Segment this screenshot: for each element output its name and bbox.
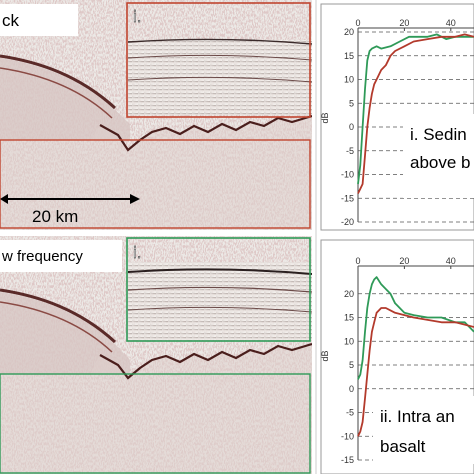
y-tick-label: 5 <box>349 360 354 370</box>
corner-label-top: ck <box>2 11 20 30</box>
y-tick-label: -20 <box>341 217 354 227</box>
seismic-panel-top: ck i. 20 km <box>0 0 312 230</box>
y-tick-label: -10 <box>341 170 354 180</box>
y-tick-label: 5 <box>349 98 354 108</box>
y-tick-label: 15 <box>344 313 354 323</box>
series-line-0 <box>357 33 474 185</box>
y-axis-top: 20 15 10 5 0 -5 -10 -15 -20 <box>341 27 359 227</box>
scale-arrowtail-icon <box>0 194 8 204</box>
section-box-ii-bottom <box>0 373 311 474</box>
section-label-bottom: i. <box>133 243 142 262</box>
annotation-box-bottom <box>373 396 474 464</box>
y-tick-label: -15 <box>341 455 354 465</box>
x-tick-label: 40 <box>446 256 456 266</box>
x-tick-label: 40 <box>446 18 456 28</box>
y-tick-label: 20 <box>344 27 354 37</box>
y-tick-label: 15 <box>344 51 354 61</box>
corner-label-bottom: w frequency <box>1 248 83 265</box>
series-line-0 <box>357 276 474 380</box>
annotation-top-line2: above b <box>410 153 471 172</box>
ylabel-bottom: dB <box>320 350 330 361</box>
y-axis-bottom: 20 15 10 5 0 -5 -10 -15 <box>341 266 359 465</box>
seismic-panel-bottom: w frequency i. <box>0 236 312 474</box>
x-tick-label: 0 <box>355 256 360 266</box>
annotation-top-line1: i. Sedin <box>410 125 467 144</box>
series-top <box>357 33 474 194</box>
y-tick-label: 0 <box>349 122 354 132</box>
x-tick-label: 0 <box>355 18 360 28</box>
section-box-i-bottom <box>126 237 311 342</box>
corner-label-box-bottom <box>0 240 122 272</box>
y-tick-label: -15 <box>341 193 354 203</box>
annotation-bottom-line1: ii. Intra an <box>380 407 455 426</box>
x-tick-label: 20 <box>399 18 409 28</box>
y-tick-label: -5 <box>346 146 354 156</box>
ylabel-top: dB <box>320 112 330 123</box>
series-line-1 <box>357 33 474 194</box>
spectrum-chart-bottom: 20 15 10 5 0 -5 -10 -15 0 20 40 dB ii. Intra an b… <box>320 239 474 474</box>
x-tick-label: 20 <box>399 256 409 266</box>
series-bottom <box>357 276 474 437</box>
x-axis-bottom: 0 20 40 <box>355 256 474 269</box>
annotation-box-top <box>403 114 474 198</box>
corner-label-box-top <box>0 4 78 36</box>
y-tick-label: 10 <box>344 75 354 85</box>
x-axis-top: 0 20 40 <box>355 18 474 31</box>
section-label-top: i. <box>133 7 142 26</box>
y-tick-label: 20 <box>344 289 354 299</box>
y-tick-label: -10 <box>341 431 354 441</box>
y-tick-label: 0 <box>349 384 354 394</box>
y-tick-label: -5 <box>346 408 354 418</box>
y-tick-label: 10 <box>344 336 354 346</box>
section-box-i-top <box>126 2 311 118</box>
section-box-ii-top <box>0 139 311 229</box>
series-line-1 <box>357 307 474 437</box>
annotation-bottom-line2: basalt <box>380 437 426 456</box>
scale-arrowhead-icon <box>130 194 140 204</box>
scale-label: 20 km <box>32 207 78 226</box>
